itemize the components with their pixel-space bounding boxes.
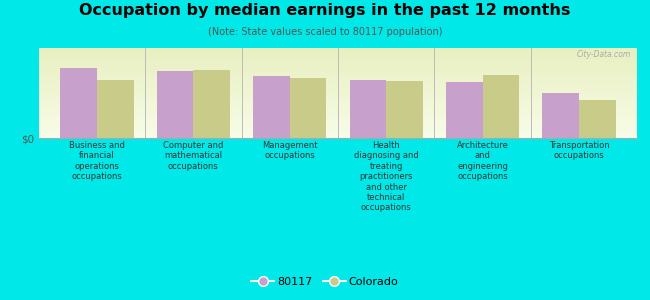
Bar [97, 80, 133, 138]
Text: Transportation
occupations: Transportation occupations [549, 141, 610, 161]
Bar [290, 78, 326, 138]
Bar [193, 70, 230, 138]
Text: Health
diagnosing and
treating
practitioners
and other
technical
occupations: Health diagnosing and treating practitio… [354, 141, 419, 212]
Bar [350, 80, 386, 138]
Text: Computer and
mathematical
occupations: Computer and mathematical occupations [163, 141, 224, 171]
Bar [60, 68, 97, 138]
Text: (Note: State values scaled to 80117 population): (Note: State values scaled to 80117 popu… [208, 27, 442, 37]
Bar [253, 76, 290, 138]
Bar [446, 82, 483, 138]
Bar [157, 71, 193, 138]
Text: Management
occupations: Management occupations [262, 141, 317, 161]
Text: Architecture
and
engineering
occupations: Architecture and engineering occupations [457, 141, 508, 181]
Bar [483, 75, 519, 138]
Text: City-Data.com: City-Data.com [577, 50, 631, 59]
Text: Business and
financial
operations
occupations: Business and financial operations occupa… [69, 141, 125, 181]
Bar [579, 100, 616, 138]
Bar [543, 93, 579, 138]
Legend: 80117, Colorado: 80117, Colorado [247, 273, 403, 291]
Bar [386, 81, 423, 138]
Text: Occupation by median earnings in the past 12 months: Occupation by median earnings in the pas… [79, 3, 571, 18]
